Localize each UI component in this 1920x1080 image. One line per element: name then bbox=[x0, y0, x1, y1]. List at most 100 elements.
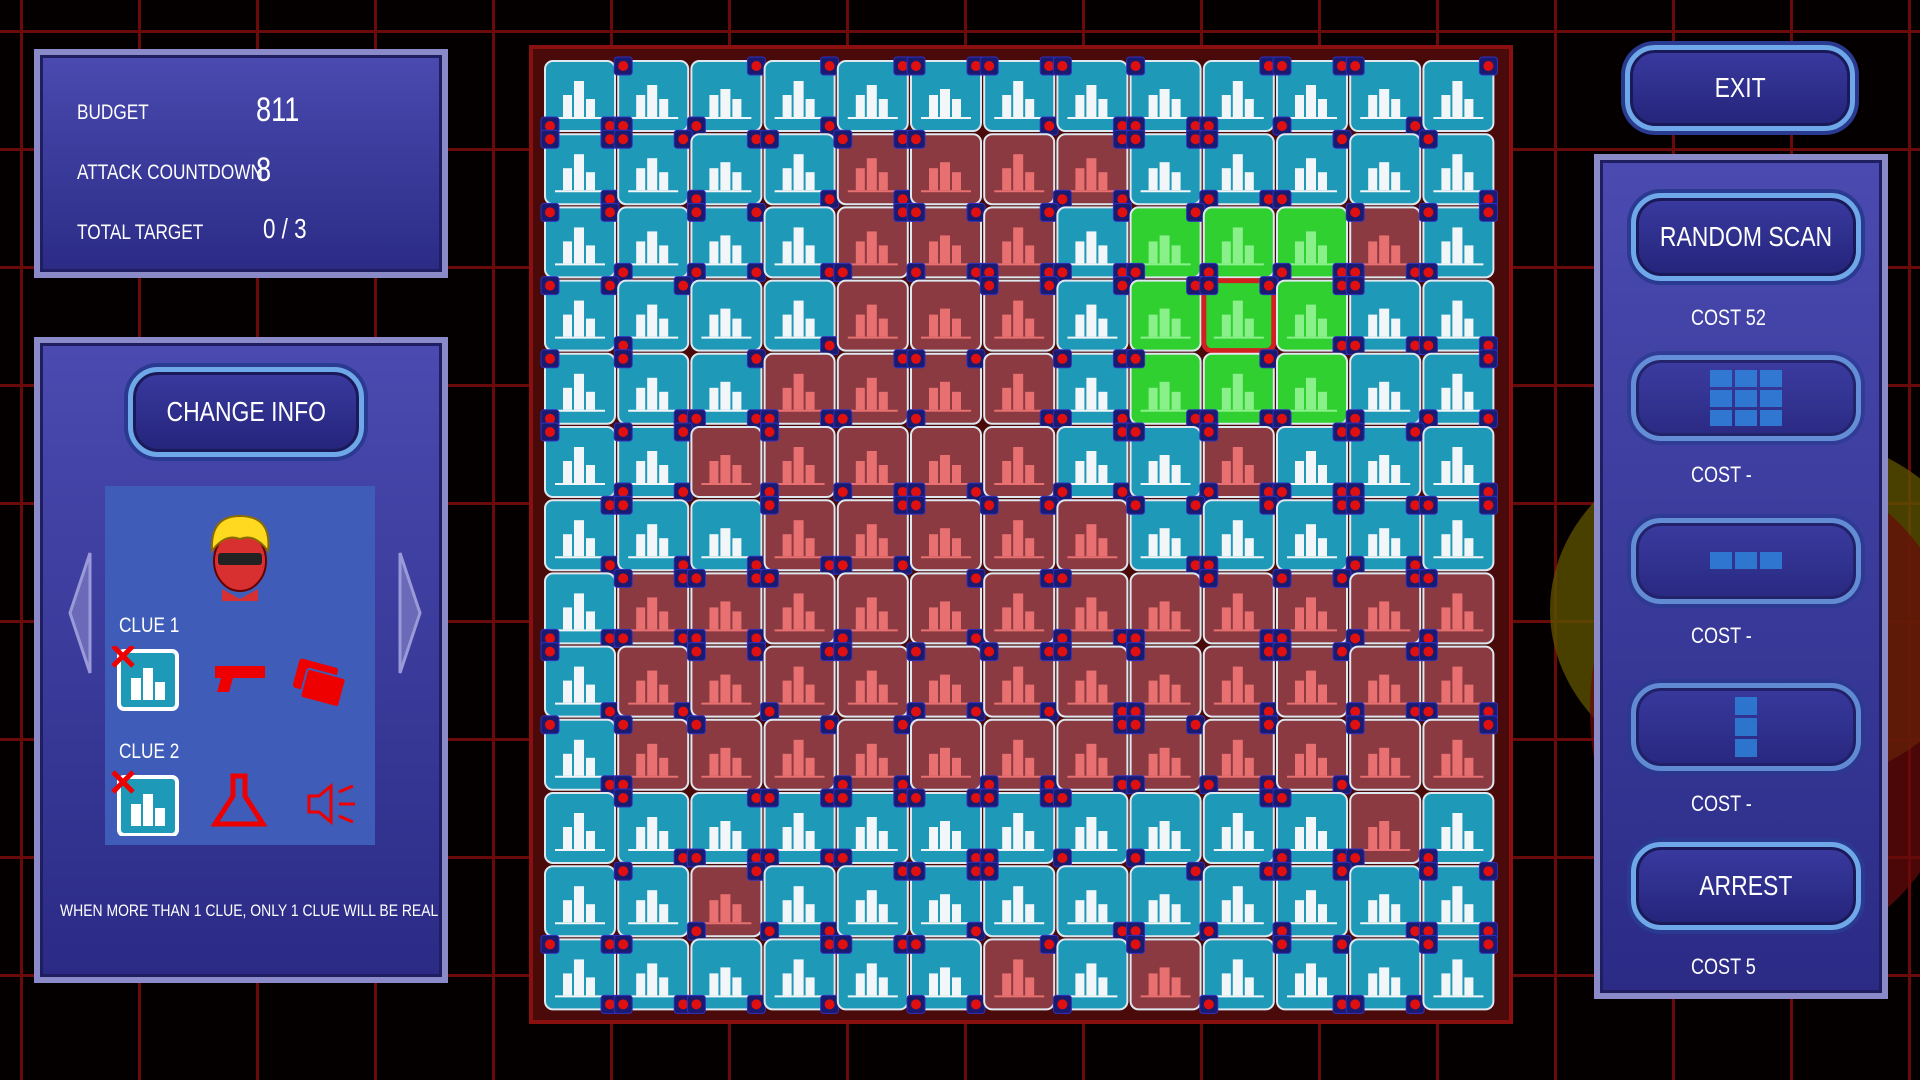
city-tile[interactable] bbox=[540, 572, 620, 648]
city-tile[interactable] bbox=[1199, 349, 1279, 429]
city-tile[interactable] bbox=[1199, 861, 1279, 941]
city-tile[interactable] bbox=[1199, 276, 1279, 354]
city-tile[interactable] bbox=[836, 279, 909, 352]
city-tile[interactable] bbox=[833, 349, 913, 429]
city-tile[interactable] bbox=[613, 56, 690, 136]
city-tile[interactable] bbox=[1199, 422, 1279, 502]
city-tile[interactable] bbox=[760, 422, 836, 502]
city-tile[interactable] bbox=[833, 495, 913, 575]
city-tile[interactable] bbox=[1418, 568, 1495, 648]
city-tile[interactable] bbox=[540, 422, 616, 498]
city-tile[interactable] bbox=[1272, 129, 1352, 209]
city-tile[interactable] bbox=[540, 129, 620, 209]
city-tile[interactable] bbox=[1272, 861, 1352, 941]
city-tile[interactable] bbox=[1272, 352, 1348, 429]
city-tile[interactable] bbox=[906, 56, 986, 132]
city-tile[interactable] bbox=[1345, 792, 1422, 868]
city-tile[interactable] bbox=[613, 422, 693, 502]
city-tile[interactable] bbox=[690, 426, 763, 498]
city-tile[interactable] bbox=[690, 499, 766, 575]
city-tile[interactable] bbox=[1199, 715, 1279, 795]
city-tile[interactable] bbox=[1345, 568, 1425, 648]
city-tile[interactable] bbox=[686, 349, 766, 429]
city-tile[interactable] bbox=[1199, 938, 1275, 1014]
city-tile[interactable] bbox=[910, 718, 982, 791]
city-tile[interactable] bbox=[1126, 792, 1202, 868]
city-tile[interactable] bbox=[1126, 56, 1206, 136]
city-tile[interactable] bbox=[1418, 129, 1498, 209]
city-tile[interactable] bbox=[1272, 56, 1352, 136]
city-tile[interactable] bbox=[836, 861, 913, 938]
city-tile[interactable] bbox=[910, 279, 982, 352]
city-tile[interactable] bbox=[979, 56, 1059, 136]
city-tile[interactable] bbox=[833, 572, 909, 648]
city-tile[interactable] bbox=[1129, 276, 1206, 352]
city-tile[interactable] bbox=[906, 129, 982, 206]
city-tile[interactable] bbox=[1052, 642, 1132, 722]
city-tile[interactable] bbox=[1126, 422, 1202, 498]
city-tile[interactable] bbox=[1052, 938, 1129, 1014]
city-tile[interactable] bbox=[979, 861, 1056, 938]
city-tile[interactable] bbox=[1345, 352, 1422, 429]
city-tile[interactable] bbox=[540, 276, 620, 352]
city-tile[interactable] bbox=[983, 133, 1056, 206]
city-tile[interactable] bbox=[760, 568, 836, 645]
city-tile[interactable] bbox=[1052, 788, 1129, 868]
city-tile[interactable] bbox=[1418, 861, 1498, 941]
city-tile[interactable] bbox=[910, 568, 986, 648]
city-tile[interactable] bbox=[979, 495, 1059, 572]
city-tile[interactable] bbox=[540, 642, 620, 722]
city-tile[interactable] bbox=[906, 861, 986, 941]
city-tile[interactable] bbox=[1199, 129, 1279, 209]
city-tile[interactable] bbox=[1052, 422, 1132, 502]
city-tile[interactable] bbox=[760, 129, 840, 209]
city-tile[interactable] bbox=[1126, 861, 1206, 941]
city-tile[interactable] bbox=[1126, 715, 1206, 795]
city-tile[interactable] bbox=[1126, 642, 1202, 722]
city-tile[interactable] bbox=[1418, 495, 1498, 572]
city-tile[interactable] bbox=[1422, 426, 1498, 502]
city-tile[interactable] bbox=[983, 426, 1056, 498]
city-tile[interactable] bbox=[760, 788, 840, 868]
city-tile[interactable] bbox=[1276, 495, 1352, 572]
city-tile[interactable] bbox=[686, 788, 766, 868]
city-tile[interactable] bbox=[1126, 129, 1206, 206]
city-tile[interactable] bbox=[1418, 279, 1498, 356]
city-tile[interactable] bbox=[1345, 938, 1425, 1014]
city-tile[interactable] bbox=[979, 202, 1059, 282]
city-tile[interactable] bbox=[1199, 568, 1279, 648]
city-tile[interactable] bbox=[833, 642, 909, 718]
city-tile[interactable] bbox=[979, 788, 1059, 868]
city-tile[interactable] bbox=[763, 279, 840, 356]
city-tile[interactable] bbox=[1272, 422, 1352, 502]
city-tile[interactable] bbox=[763, 715, 840, 791]
city-tile[interactable] bbox=[1052, 129, 1132, 209]
city-tile[interactable] bbox=[540, 934, 620, 1014]
city-tile[interactable] bbox=[1345, 422, 1425, 502]
city-tile[interactable] bbox=[540, 60, 620, 136]
city-tile[interactable] bbox=[686, 202, 766, 282]
city-tile[interactable] bbox=[1272, 568, 1352, 648]
city-tile[interactable] bbox=[979, 718, 1059, 795]
city-tile[interactable] bbox=[613, 934, 693, 1014]
city-tile[interactable] bbox=[1202, 788, 1279, 864]
city-tile[interactable] bbox=[906, 495, 982, 572]
city-tile[interactable] bbox=[690, 279, 763, 352]
city-tile[interactable] bbox=[979, 642, 1059, 722]
city-tile[interactable] bbox=[1052, 568, 1132, 648]
city-tile[interactable] bbox=[613, 206, 690, 282]
city-tile[interactable] bbox=[1126, 202, 1206, 282]
city-tile[interactable] bbox=[544, 792, 616, 864]
city-tile[interactable] bbox=[760, 642, 840, 722]
city-tile[interactable] bbox=[760, 495, 840, 575]
city-tile[interactable] bbox=[613, 715, 690, 795]
scan-row-button[interactable] bbox=[1631, 518, 1861, 604]
city-tile[interactable] bbox=[1276, 718, 1352, 795]
city-tile[interactable] bbox=[983, 934, 1059, 1011]
city-tile[interactable] bbox=[1056, 715, 1132, 795]
city-tile[interactable] bbox=[540, 202, 620, 279]
city-tile[interactable] bbox=[906, 788, 986, 868]
scan-area-button[interactable] bbox=[1631, 355, 1861, 441]
city-tile[interactable] bbox=[1418, 202, 1498, 282]
city-tile[interactable] bbox=[1126, 934, 1202, 1011]
